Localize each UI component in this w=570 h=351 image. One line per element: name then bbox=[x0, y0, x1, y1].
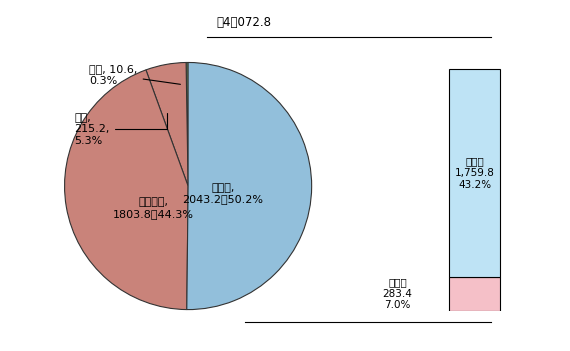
Text: 航空, 10.6,
0.3%: 航空, 10.6, 0.3% bbox=[89, 64, 181, 86]
Text: 計4，072.8: 計4，072.8 bbox=[216, 16, 271, 29]
Text: 自家用
283.4
7.0%: 自家用 283.4 7.0% bbox=[382, 277, 413, 311]
Text: 鉄道,
215.2,
5.3%: 鉄道, 215.2, 5.3% bbox=[75, 113, 167, 146]
Bar bbox=[449, 277, 500, 311]
Text: 内航海運,
1803.8，44.3%: 内航海運, 1803.8，44.3% bbox=[113, 198, 194, 219]
Bar bbox=[449, 69, 500, 277]
Wedge shape bbox=[187, 62, 312, 310]
Text: 自動車,
2043.2，50.2%: 自動車, 2043.2，50.2% bbox=[182, 183, 263, 204]
Wedge shape bbox=[146, 62, 188, 186]
Wedge shape bbox=[64, 70, 188, 310]
Text: 営業用
1,759.8
43.2%: 営業用 1,759.8 43.2% bbox=[455, 157, 494, 190]
Wedge shape bbox=[186, 62, 188, 186]
